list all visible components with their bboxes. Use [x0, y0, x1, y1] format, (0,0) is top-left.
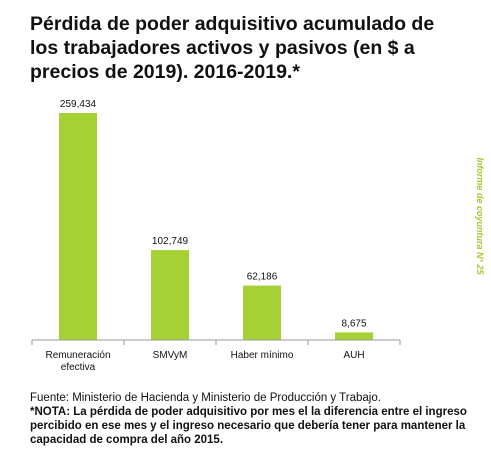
category-label: Remuneración — [45, 350, 110, 361]
bar — [151, 250, 189, 340]
bar — [59, 112, 97, 341]
bar-value-label: 62,186 — [247, 272, 278, 283]
chart-title: Pérdida de poder adquisitivo acumulado d… — [30, 13, 435, 83]
bar-value-label: 259,434 — [60, 99, 97, 110]
ticks-layer — [31, 340, 401, 345]
category-label: Haber mínimo — [231, 350, 294, 361]
category-label: efectiva — [61, 362, 96, 373]
bar-value-label: 102,749 — [152, 236, 189, 247]
bars-layer — [59, 112, 373, 341]
source-text: Fuente: Ministerio de Hacienda y Ministe… — [30, 392, 381, 404]
footnote-text: *NOTA: La pérdida de poder adquisitivo p… — [30, 406, 467, 446]
footer: Fuente: Ministerio de Hacienda y Ministe… — [30, 391, 470, 447]
category-label: AUH — [343, 350, 364, 361]
bar — [243, 285, 281, 340]
category-label: SMVyM — [153, 350, 188, 361]
bar — [335, 332, 373, 340]
bar-value-label: 8,675 — [341, 318, 366, 329]
